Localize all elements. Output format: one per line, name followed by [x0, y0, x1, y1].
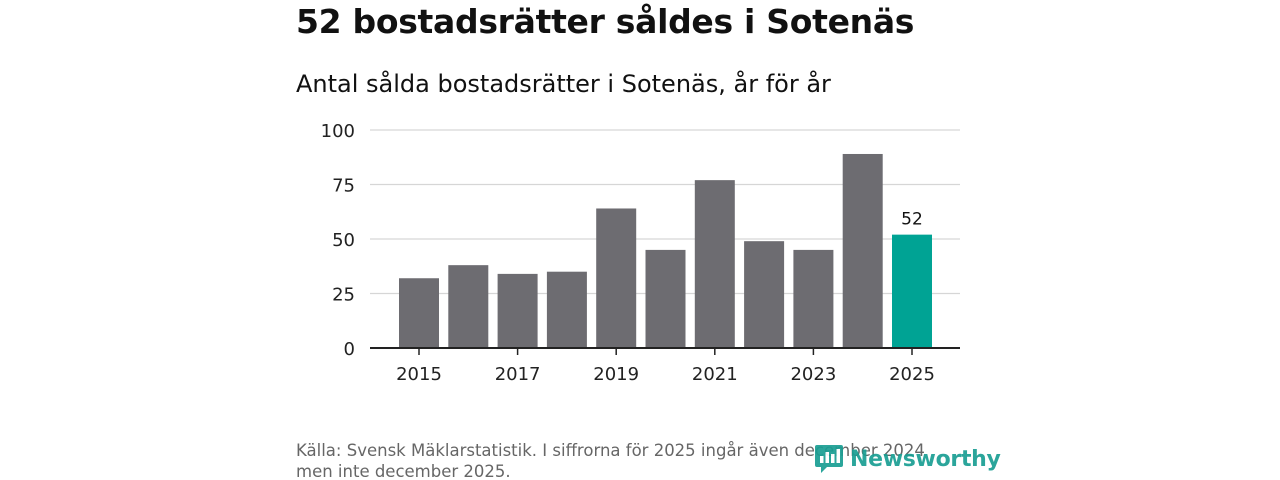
x-tick-label-2023: 2023: [790, 364, 836, 385]
x-tick-label-2019: 2019: [593, 364, 639, 385]
source-note: Källa: Svensk Mäklarstatistik. I siffror…: [296, 441, 925, 480]
bar-2017: [497, 273, 538, 348]
headline: 52 bostadsrätter såldes i Sotenäs: [296, 2, 915, 41]
bar-2018: [546, 271, 587, 348]
bar-2015: [399, 278, 439, 348]
newsworthy-logo-icon: [815, 445, 843, 473]
bar-2022: [744, 241, 785, 348]
logo-text: Newsworthy: [850, 446, 1001, 472]
y-tick-label-50: 50: [332, 230, 355, 251]
bar-2016: [448, 265, 489, 348]
bars: [399, 153, 932, 348]
bar-chart: 0 25 50 75 100 52 2015 2017 2019 2021 2023 2025: [321, 121, 960, 385]
y-tick-label-100: 100: [321, 121, 355, 142]
axes: [370, 347, 960, 355]
bar-2021: [694, 180, 735, 348]
data-label-2025: 52: [901, 210, 923, 230]
y-tick-label-0: 0: [344, 339, 355, 360]
x-tick-label-2017: 2017: [495, 364, 541, 385]
y-tick-label-75: 75: [332, 176, 355, 197]
x-tick-label-2025: 2025: [889, 364, 935, 385]
x-tick-label-2015: 2015: [396, 364, 442, 385]
bar-2023: [793, 249, 834, 348]
bar-2019: [596, 208, 637, 348]
labels: 0 25 50 75 100 52 2015 2017 2019 2021 2023 2025: [321, 121, 935, 385]
bar-2020: [645, 249, 686, 348]
bar-2025: [892, 234, 932, 348]
y-tick-label-25: 25: [332, 285, 355, 306]
bar-2024: [842, 153, 883, 348]
chart-title: Antal sålda bostadsrätter i Sotenäs, år …: [296, 70, 831, 98]
x-tick-label-2021: 2021: [692, 364, 738, 385]
newsworthy-logo[interactable]: Newsworthy: [814, 443, 1001, 475]
